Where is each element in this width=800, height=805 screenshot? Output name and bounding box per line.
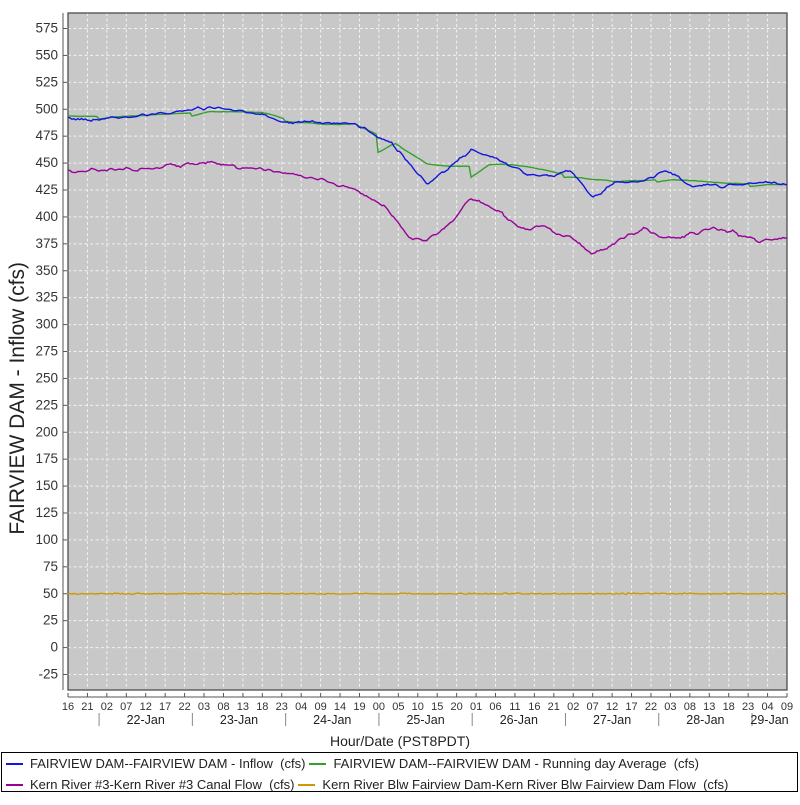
svg-text:200: 200 — [35, 424, 58, 439]
svg-text:21: 21 — [81, 701, 93, 713]
svg-text:20: 20 — [451, 701, 463, 713]
svg-text:28-Jan: 28-Jan — [686, 713, 724, 727]
svg-text:-25: -25 — [38, 667, 58, 682]
svg-text:13: 13 — [237, 701, 249, 713]
svg-text:550: 550 — [35, 47, 58, 62]
svg-text:18: 18 — [723, 701, 735, 713]
svg-text:19: 19 — [353, 701, 365, 713]
svg-text:300: 300 — [35, 317, 58, 332]
svg-text:23: 23 — [742, 701, 754, 713]
svg-text:05: 05 — [392, 701, 404, 713]
svg-text:0: 0 — [50, 640, 58, 655]
svg-text:17: 17 — [625, 701, 637, 713]
svg-text:04: 04 — [295, 701, 307, 713]
svg-text:475: 475 — [35, 128, 58, 143]
svg-text:75: 75 — [43, 559, 58, 574]
svg-text:425: 425 — [35, 182, 58, 197]
svg-text:275: 275 — [35, 344, 58, 359]
svg-text:00: 00 — [373, 701, 385, 713]
svg-text:18: 18 — [256, 701, 268, 713]
svg-text:450: 450 — [35, 155, 58, 170]
svg-text:24-Jan: 24-Jan — [313, 713, 351, 727]
svg-text:575: 575 — [35, 21, 58, 36]
svg-text:07: 07 — [120, 701, 132, 713]
svg-text:08: 08 — [217, 701, 229, 713]
svg-text:25: 25 — [43, 613, 58, 628]
svg-text:09: 09 — [781, 701, 793, 713]
svg-text:29-Jan: 29-Jan — [750, 713, 788, 727]
svg-text:15: 15 — [431, 701, 443, 713]
svg-text:22: 22 — [178, 701, 190, 713]
svg-text:03: 03 — [198, 701, 210, 713]
svg-text:22: 22 — [645, 701, 657, 713]
svg-text:125: 125 — [35, 505, 58, 520]
svg-text:06: 06 — [489, 701, 501, 713]
svg-text:27-Jan: 27-Jan — [593, 713, 631, 727]
svg-text:100: 100 — [35, 532, 58, 547]
svg-text:12: 12 — [606, 701, 618, 713]
svg-text:01: 01 — [470, 701, 482, 713]
svg-text:11: 11 — [509, 701, 520, 713]
svg-text:08: 08 — [684, 701, 696, 713]
svg-text:12: 12 — [140, 701, 152, 713]
svg-text:16: 16 — [62, 701, 74, 713]
svg-text:350: 350 — [35, 263, 58, 278]
svg-text:26-Jan: 26-Jan — [500, 713, 538, 727]
svg-text:07: 07 — [587, 701, 599, 713]
svg-text:525: 525 — [35, 74, 58, 89]
svg-text:03: 03 — [664, 701, 676, 713]
svg-text:17: 17 — [159, 701, 171, 713]
svg-text:16: 16 — [528, 701, 540, 713]
svg-text:25-Jan: 25-Jan — [406, 713, 444, 727]
svg-text:14: 14 — [334, 701, 346, 713]
svg-text:04: 04 — [761, 701, 773, 713]
svg-text:250: 250 — [35, 370, 58, 385]
svg-text:22-Jan: 22-Jan — [127, 713, 165, 727]
svg-text:325: 325 — [35, 290, 58, 305]
svg-text:02: 02 — [101, 701, 113, 713]
svg-text:23-Jan: 23-Jan — [220, 713, 258, 727]
svg-text:500: 500 — [35, 101, 58, 116]
svg-text:175: 175 — [35, 451, 58, 466]
svg-text:225: 225 — [35, 397, 58, 412]
svg-text:150: 150 — [35, 478, 58, 493]
svg-text:13: 13 — [703, 701, 715, 713]
svg-text:02: 02 — [567, 701, 579, 713]
svg-text:23: 23 — [276, 701, 288, 713]
svg-text:21: 21 — [548, 701, 560, 713]
svg-text:09: 09 — [314, 701, 326, 713]
svg-text:10: 10 — [412, 701, 424, 713]
svg-text:50: 50 — [43, 586, 58, 601]
svg-text:400: 400 — [35, 209, 58, 224]
svg-text:375: 375 — [35, 236, 58, 251]
